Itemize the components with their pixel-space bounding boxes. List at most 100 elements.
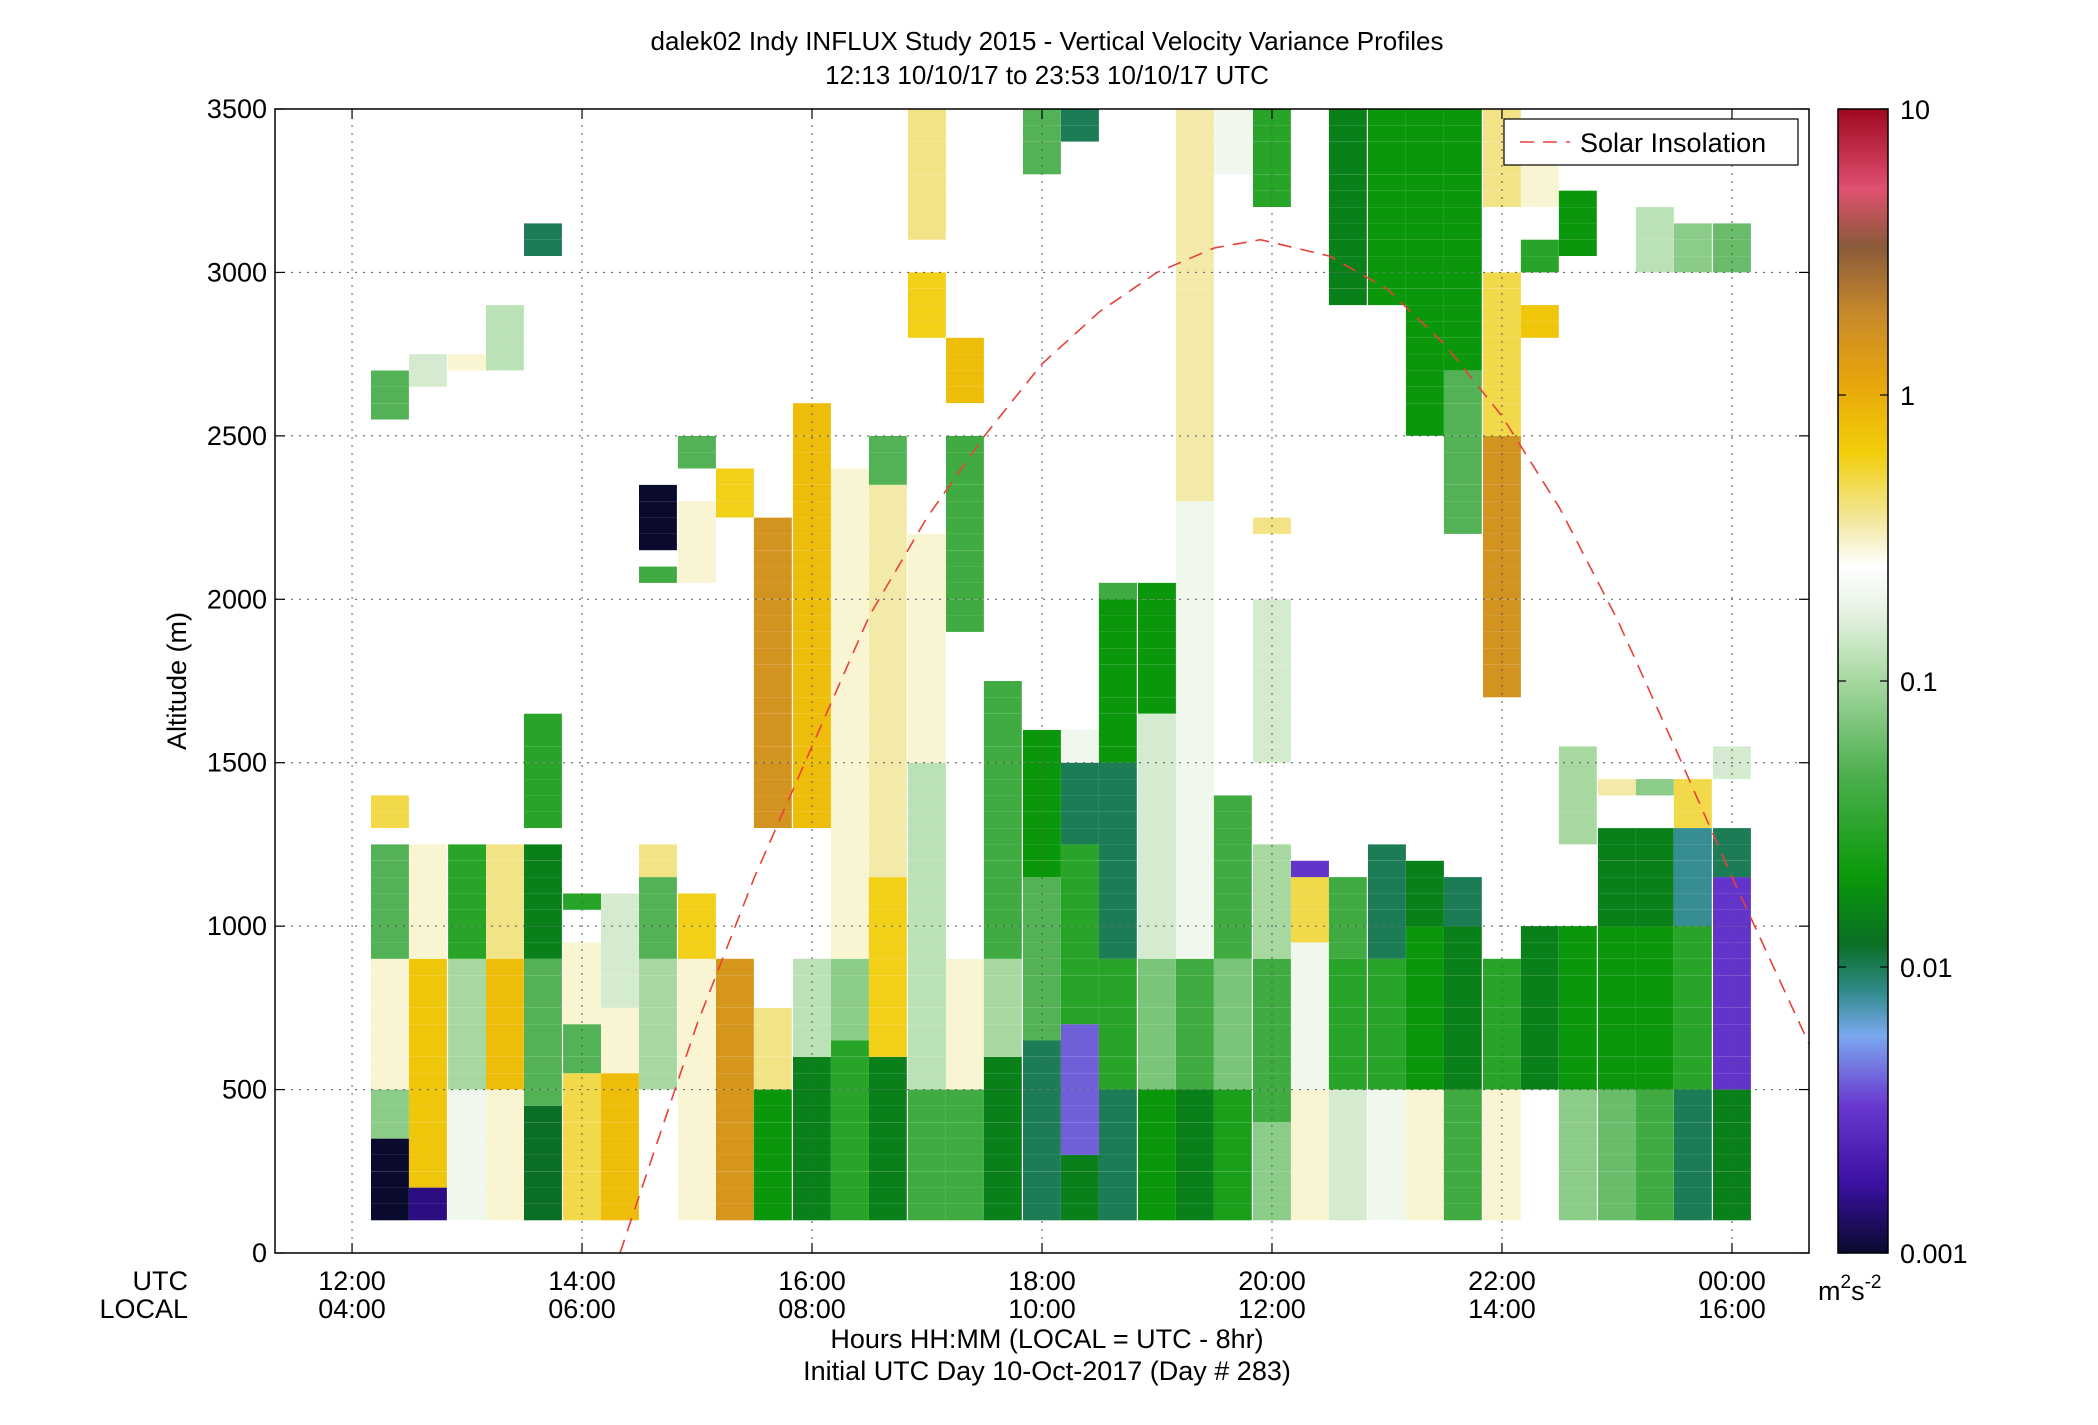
heatmap-cell	[1673, 1024, 1712, 1041]
heatmap-cell	[1635, 942, 1674, 959]
heatmap-cell	[908, 533, 946, 551]
heatmap-cell	[908, 599, 946, 616]
heatmap-cell	[1713, 1040, 1751, 1057]
heatmap-cell	[486, 1073, 524, 1090]
heatmap-cell	[1673, 1122, 1712, 1139]
heatmap-cell	[868, 468, 907, 485]
heatmap-cell	[563, 1105, 601, 1123]
heatmap-cell	[1213, 1105, 1252, 1123]
colorbar-tick-label: 10	[1900, 95, 1930, 125]
colorbar-tick-label: 1	[1900, 381, 1915, 411]
heatmap-cell	[868, 1089, 907, 1106]
heatmap-cell	[1061, 958, 1099, 976]
heatmap-cell	[1328, 958, 1367, 976]
heatmap-cell	[983, 1154, 1022, 1172]
heatmap-cell	[1443, 1187, 1482, 1204]
heatmap-cell	[678, 909, 716, 927]
heatmap-cell	[1213, 125, 1252, 142]
heatmap-cell	[716, 1056, 754, 1074]
heatmap-cell	[983, 1105, 1022, 1123]
heatmap-cell	[908, 141, 946, 158]
heatmap-cell	[1713, 256, 1751, 273]
heatmap-cell	[1061, 828, 1099, 845]
heatmap-cell	[1635, 1154, 1674, 1172]
heatmap-cell	[946, 779, 984, 796]
heatmap-cell	[524, 223, 562, 240]
heatmap-cell	[868, 909, 907, 927]
heatmap-cell	[1023, 975, 1061, 992]
heatmap-cell	[1713, 239, 1751, 256]
heatmap-cell	[946, 435, 984, 453]
heatmap-cell	[1443, 435, 1482, 453]
heatmap-cell	[524, 239, 562, 256]
heatmap-cell	[793, 1024, 831, 1041]
heatmap-cell	[1713, 1089, 1751, 1106]
chart-subtitle: 12:13 10/10/17 to 23:53 10/10/17 UTC	[825, 60, 1269, 90]
heatmap-cell	[409, 860, 447, 878]
heatmap-cell	[1483, 288, 1521, 306]
heatmap-cell	[1061, 975, 1099, 992]
heatmap-cell	[1176, 779, 1214, 796]
heatmap-cell	[1291, 958, 1329, 976]
heatmap-cell	[1635, 1007, 1674, 1025]
heatmap-cell	[1291, 1171, 1329, 1188]
heatmap-cell	[1328, 272, 1367, 289]
heatmap-cell	[1213, 1089, 1252, 1106]
heatmap-cell	[486, 958, 524, 976]
heatmap-cell	[1406, 419, 1444, 436]
heatmap-cell	[563, 1073, 601, 1090]
heatmap-cell	[1213, 1122, 1252, 1139]
heatmap-cells	[371, 109, 1751, 1221]
heatmap-cell	[1213, 1056, 1252, 1074]
heatmap-cell	[831, 1089, 869, 1106]
heatmap-cell	[1406, 354, 1444, 371]
heatmap-cell	[448, 860, 486, 878]
heatmap-cell	[1138, 1007, 1176, 1025]
heatmap-cell	[908, 1105, 946, 1123]
heatmap-cell	[868, 877, 907, 894]
heatmap-cell	[1061, 1187, 1099, 1204]
heatmap-cell	[639, 942, 677, 959]
heatmap-cell	[1598, 958, 1636, 976]
heatmap-cell	[1328, 1204, 1367, 1221]
heatmap-cell	[1520, 239, 1559, 256]
heatmap-cell	[1061, 860, 1099, 878]
heatmap-cell	[1328, 207, 1367, 224]
heatmap-cell	[1176, 174, 1214, 191]
colorbar: 0.001 0.01 0.1 1 10 m2s-2	[1818, 95, 1968, 1306]
heatmap-cell	[1520, 942, 1559, 959]
heatmap-cell	[678, 1171, 716, 1188]
heatmap-cell	[983, 1204, 1022, 1221]
heatmap-cell	[1520, 1024, 1559, 1041]
heatmap-cell	[716, 1007, 754, 1025]
heatmap-cell	[1328, 190, 1367, 207]
heatmap-cell	[1098, 746, 1137, 763]
heatmap-cell	[601, 1105, 639, 1123]
heatmap-cell	[486, 860, 524, 878]
heatmap-cell	[831, 599, 869, 616]
heatmap-cell	[678, 926, 716, 943]
heatmap-cell	[983, 713, 1022, 730]
heatmap-cell	[1328, 223, 1367, 240]
heatmap-cell	[1368, 942, 1406, 959]
heatmap-cell	[793, 1171, 831, 1188]
heatmap-cell	[831, 1171, 869, 1188]
heatmap-cell	[831, 975, 869, 992]
heatmap-cell	[946, 533, 984, 551]
heatmap-cell	[1291, 1040, 1329, 1057]
heatmap-cell	[1673, 1105, 1712, 1123]
heatmap-cell	[1176, 975, 1214, 992]
heatmap-cell	[1328, 1056, 1367, 1074]
heatmap-cell	[946, 648, 984, 665]
heatmap-cell	[1673, 779, 1712, 796]
heatmap-cell	[1483, 991, 1521, 1008]
heatmap-cell	[908, 926, 946, 943]
heatmap-cell	[1483, 1024, 1521, 1041]
heatmap-cell	[1138, 926, 1176, 943]
heatmap-cell	[1176, 1171, 1214, 1188]
heatmap-cell	[753, 1073, 792, 1090]
y-tick-label: 0	[252, 1238, 267, 1268]
heatmap-cell	[1368, 860, 1406, 878]
heatmap-cell	[1328, 991, 1367, 1008]
heatmap-cell	[1443, 419, 1482, 436]
